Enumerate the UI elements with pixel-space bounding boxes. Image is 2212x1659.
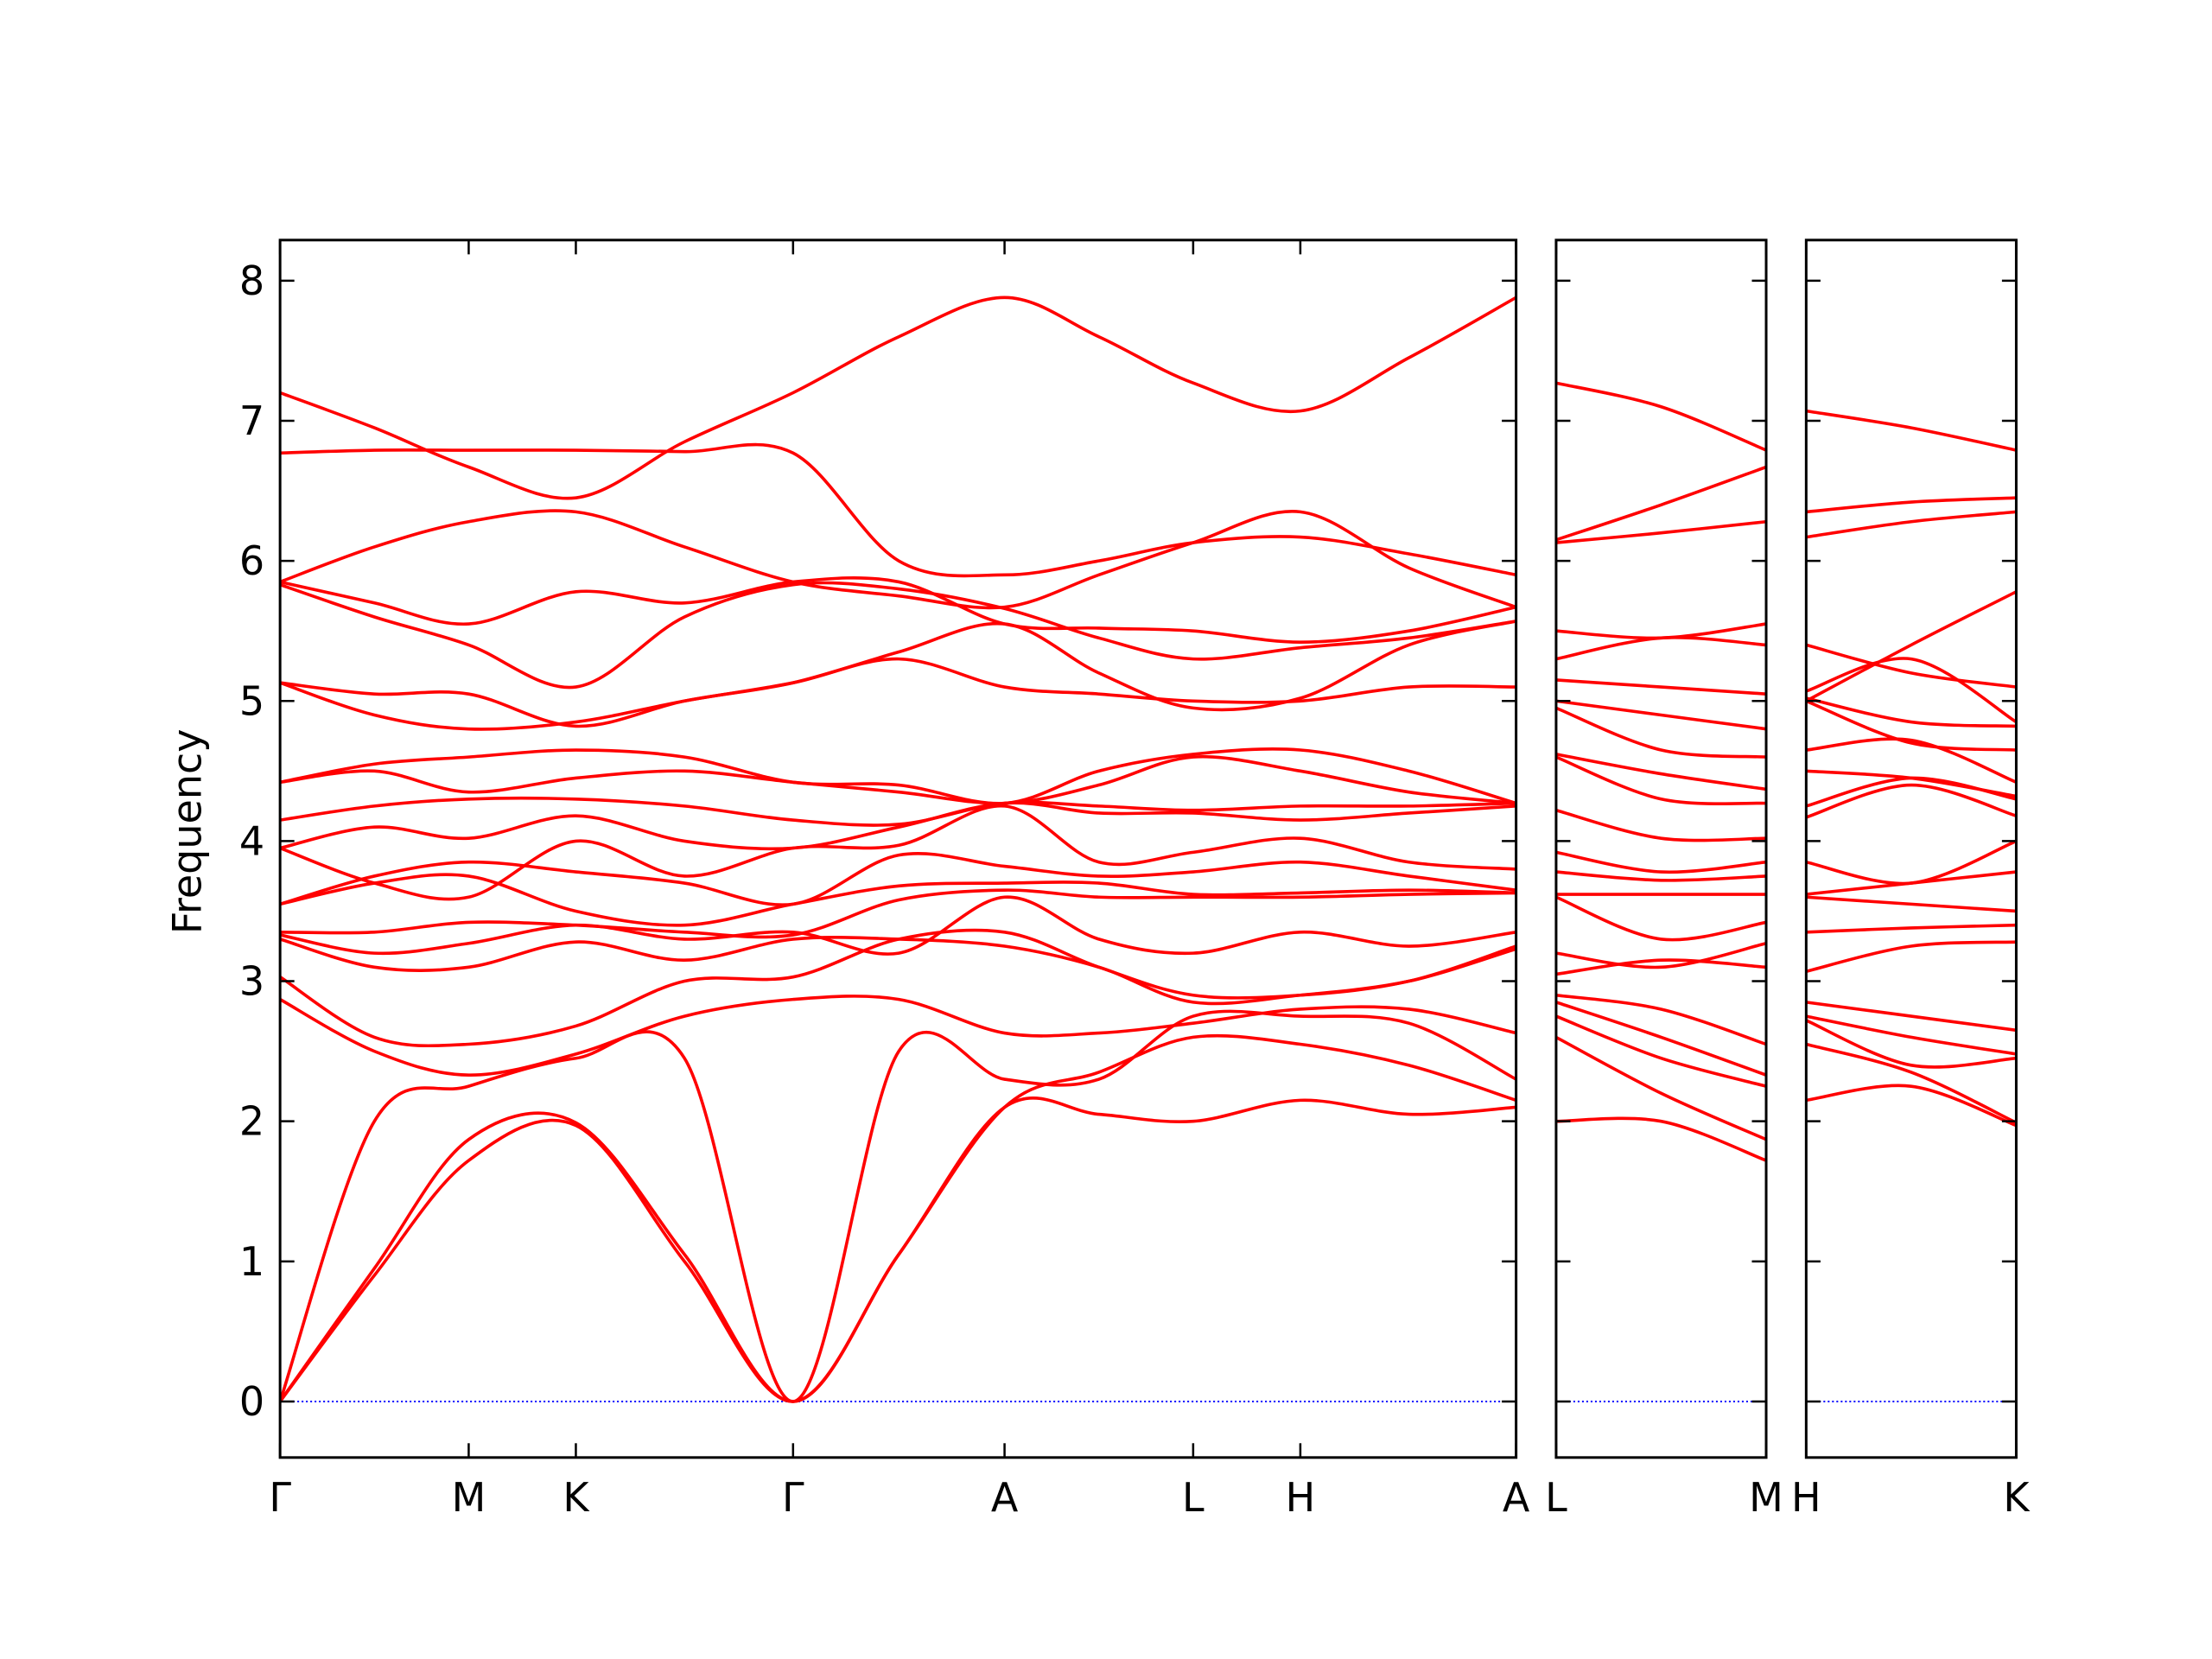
band-line — [1555, 753, 1767, 791]
band-line — [1806, 895, 2017, 913]
y-axis-label: Frequency — [163, 729, 210, 935]
axes-frame — [1804, 238, 2018, 1459]
x-tick-label: H — [1286, 1474, 1316, 1521]
x-tick-label: K — [2003, 1474, 2031, 1521]
band-line — [280, 851, 1516, 906]
y-tick-label: 0 — [239, 1378, 264, 1425]
band-line — [280, 657, 1516, 731]
x-tick-label: M — [1749, 1474, 1783, 1521]
band-line — [1555, 1116, 1767, 1162]
band-line — [280, 801, 1516, 851]
band-line — [1806, 923, 2017, 934]
band-line — [1555, 808, 1767, 842]
band-line — [280, 804, 1516, 901]
band-line — [1806, 657, 2017, 724]
band-line — [280, 581, 1516, 690]
band-line — [1555, 706, 1767, 759]
y-tick-label: 1 — [239, 1238, 264, 1285]
x-tick-label: L — [1545, 1474, 1567, 1521]
band-line — [1555, 942, 1767, 969]
band-line — [1555, 870, 1767, 882]
band-line — [1555, 1035, 1767, 1141]
band-line — [280, 509, 1516, 610]
band-line — [280, 888, 1516, 939]
x-tick-label: M — [452, 1474, 486, 1521]
band-line — [1806, 783, 2017, 819]
x-tick-label: L — [1182, 1474, 1205, 1521]
band-line — [1806, 839, 2017, 886]
band-line — [280, 895, 1516, 956]
band-line — [1806, 1084, 2017, 1128]
x-tick-label: A — [991, 1474, 1019, 1521]
band-line — [280, 747, 1516, 805]
band-line — [1806, 696, 2017, 728]
band-line — [280, 754, 1516, 805]
band-line — [1806, 699, 2017, 752]
band-line — [1806, 737, 2017, 784]
y-tick-label: 7 — [239, 397, 264, 444]
band-line — [1806, 590, 2017, 702]
band-line — [1806, 1014, 2017, 1056]
band-line — [1555, 993, 1767, 1046]
band-line — [280, 296, 1516, 500]
x-tick-label: Γ — [782, 1474, 804, 1521]
band-line — [280, 1033, 1516, 1403]
x-tick-label: A — [1503, 1474, 1530, 1521]
x-tick-label: Γ — [269, 1474, 291, 1521]
band-line — [1555, 755, 1767, 806]
band-line — [1806, 940, 2017, 973]
band-line — [1555, 895, 1767, 942]
band-line — [1806, 643, 2017, 689]
band-line — [1806, 1001, 2017, 1033]
axes-frame — [1554, 238, 1768, 1459]
x-tick-label: K — [563, 1474, 590, 1521]
band-line — [1555, 699, 1767, 731]
band-line — [1555, 678, 1767, 696]
band-line — [1555, 958, 1767, 976]
band-line — [1806, 776, 2017, 808]
band-line — [1555, 1001, 1767, 1077]
axes-frame — [278, 238, 1518, 1459]
y-tick-label: 3 — [239, 958, 264, 1005]
band-line — [1555, 1014, 1767, 1088]
band-line — [280, 1009, 1516, 1403]
band-line — [1806, 1042, 2017, 1124]
band-line — [1555, 519, 1767, 544]
band-line — [1806, 769, 2017, 798]
band-line — [280, 873, 1516, 927]
band-line — [280, 620, 1516, 728]
band-line — [1806, 1019, 2017, 1069]
band-line — [280, 928, 1516, 1048]
y-tick-label: 6 — [239, 537, 264, 584]
y-tick-label: 5 — [239, 677, 264, 724]
band-line — [280, 935, 1516, 1006]
x-tick-label: H — [1791, 1474, 1821, 1521]
y-tick-label: 8 — [239, 257, 264, 304]
band-line — [1555, 465, 1767, 542]
band-line — [280, 995, 1516, 1077]
y-tick-label: 4 — [239, 817, 264, 864]
band-line — [1806, 496, 2017, 514]
band-line — [1555, 850, 1767, 874]
band-line — [1806, 409, 2017, 452]
band-line — [1555, 622, 1767, 640]
band-line — [1555, 381, 1767, 452]
y-tick-label: 2 — [239, 1098, 264, 1145]
band-line — [280, 796, 1516, 827]
band-line — [280, 442, 1516, 578]
band-line — [1555, 636, 1767, 661]
band-line — [1806, 510, 2017, 539]
band-line — [280, 575, 1516, 644]
